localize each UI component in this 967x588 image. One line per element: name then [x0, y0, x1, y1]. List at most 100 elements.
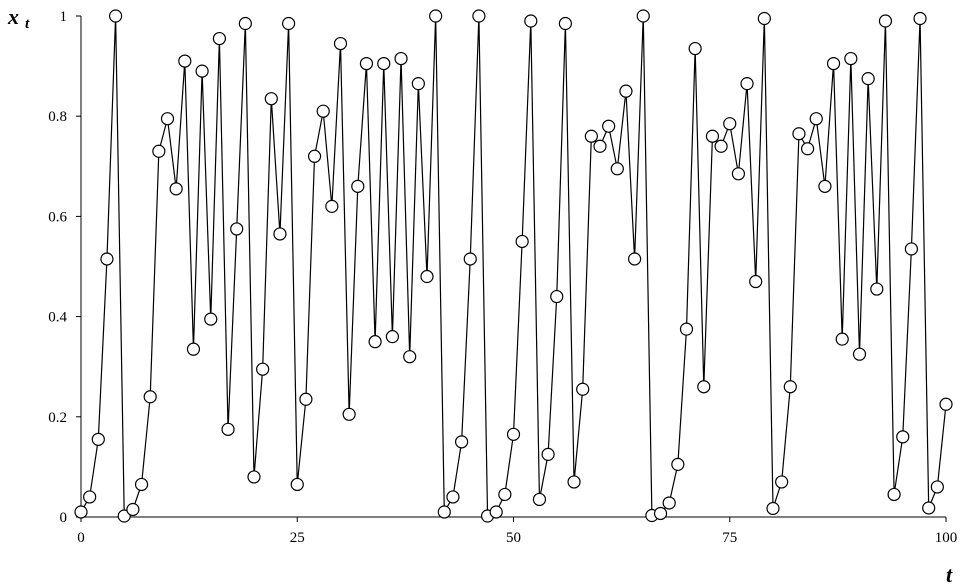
data-point — [878, 14, 893, 28]
data-point — [178, 54, 192, 68]
data-point — [809, 112, 823, 126]
data-point — [100, 252, 114, 266]
data-point — [567, 475, 581, 489]
series-markers — [74, 9, 953, 523]
y-tick-label: 0 — [60, 510, 68, 526]
data-point — [852, 347, 867, 361]
data-point — [212, 31, 226, 46]
data-point — [558, 16, 573, 31]
data-point — [861, 72, 875, 86]
x-tick-label: 0 — [77, 530, 85, 546]
data-point — [602, 119, 616, 133]
data-point — [316, 104, 330, 118]
axes — [80, 16, 946, 518]
data-point — [610, 162, 624, 176]
data-point — [394, 51, 408, 66]
y-axis-title-subscript: t — [25, 16, 30, 32]
y-tick-label: 0.4 — [48, 310, 67, 326]
data-point — [83, 490, 97, 504]
data-point — [463, 252, 477, 266]
data-point — [783, 380, 797, 394]
data-point — [800, 142, 815, 156]
data-point — [671, 457, 685, 471]
data-point — [117, 509, 131, 523]
data-point — [325, 199, 339, 213]
data-point — [74, 505, 88, 519]
data-point — [437, 505, 451, 519]
data-point — [307, 149, 322, 163]
y-axis-title-main: x — [7, 4, 19, 29]
data-point — [515, 234, 529, 249]
data-point — [290, 477, 304, 492]
data-point — [679, 322, 694, 336]
data-point — [723, 117, 737, 131]
data-point — [766, 501, 780, 516]
data-point — [662, 496, 676, 510]
data-point — [714, 139, 728, 153]
data-point — [835, 332, 849, 346]
data-point — [524, 14, 538, 28]
y-tick-label: 0.2 — [48, 410, 67, 426]
data-point — [627, 252, 642, 266]
data-point — [238, 16, 252, 31]
data-point — [359, 56, 374, 71]
data-point — [913, 11, 927, 26]
data-point — [532, 492, 547, 507]
y-tick-label: 0.8 — [48, 109, 67, 125]
y-tick-label: 1 — [60, 9, 68, 25]
data-point — [636, 9, 650, 23]
data-point — [550, 289, 564, 304]
data-point — [420, 269, 434, 284]
data-point — [446, 490, 460, 504]
data-point — [333, 36, 348, 51]
data-point — [186, 342, 201, 356]
x-tick-label: 100 — [935, 530, 958, 546]
data-point — [282, 16, 296, 31]
data-point — [351, 179, 365, 193]
data-point — [818, 179, 832, 193]
data-point — [411, 77, 425, 91]
data-point — [195, 64, 209, 78]
data-point — [143, 390, 157, 404]
data-point — [576, 382, 590, 396]
data-point — [169, 182, 183, 196]
data-point — [385, 330, 399, 344]
data-point — [826, 56, 841, 71]
data-point — [922, 501, 936, 515]
data-point — [740, 77, 754, 91]
data-point — [368, 335, 382, 349]
y-ticks: 0 0.2 0.4 0.6 0.8 1 — [48, 9, 81, 526]
data-point — [887, 487, 901, 502]
data-point — [429, 9, 443, 23]
data-point — [731, 167, 746, 181]
data-point — [688, 41, 702, 56]
data-point — [230, 222, 244, 236]
data-point — [256, 362, 270, 376]
data-point — [705, 129, 720, 143]
data-point — [697, 380, 711, 394]
data-point — [377, 56, 391, 71]
data-point — [498, 487, 512, 502]
data-point — [844, 51, 858, 66]
x-tick-label: 50 — [506, 530, 521, 546]
data-point — [204, 312, 218, 326]
data-point — [541, 447, 555, 461]
data-point — [108, 9, 123, 23]
data-point — [472, 9, 486, 23]
data-point — [126, 502, 140, 517]
data-point — [403, 350, 417, 364]
data-point — [160, 112, 175, 126]
data-point — [91, 432, 105, 446]
data-point — [584, 129, 598, 143]
data-point — [904, 242, 919, 256]
x-tick-label: 75 — [722, 530, 737, 546]
data-point — [247, 470, 261, 484]
data-point — [939, 397, 953, 411]
data-point — [593, 139, 607, 153]
data-point — [775, 475, 789, 489]
data-point — [489, 505, 503, 519]
data-point — [506, 427, 521, 441]
data-point — [264, 92, 278, 106]
x-ticks: 0 25 50 75 100 — [77, 517, 957, 546]
